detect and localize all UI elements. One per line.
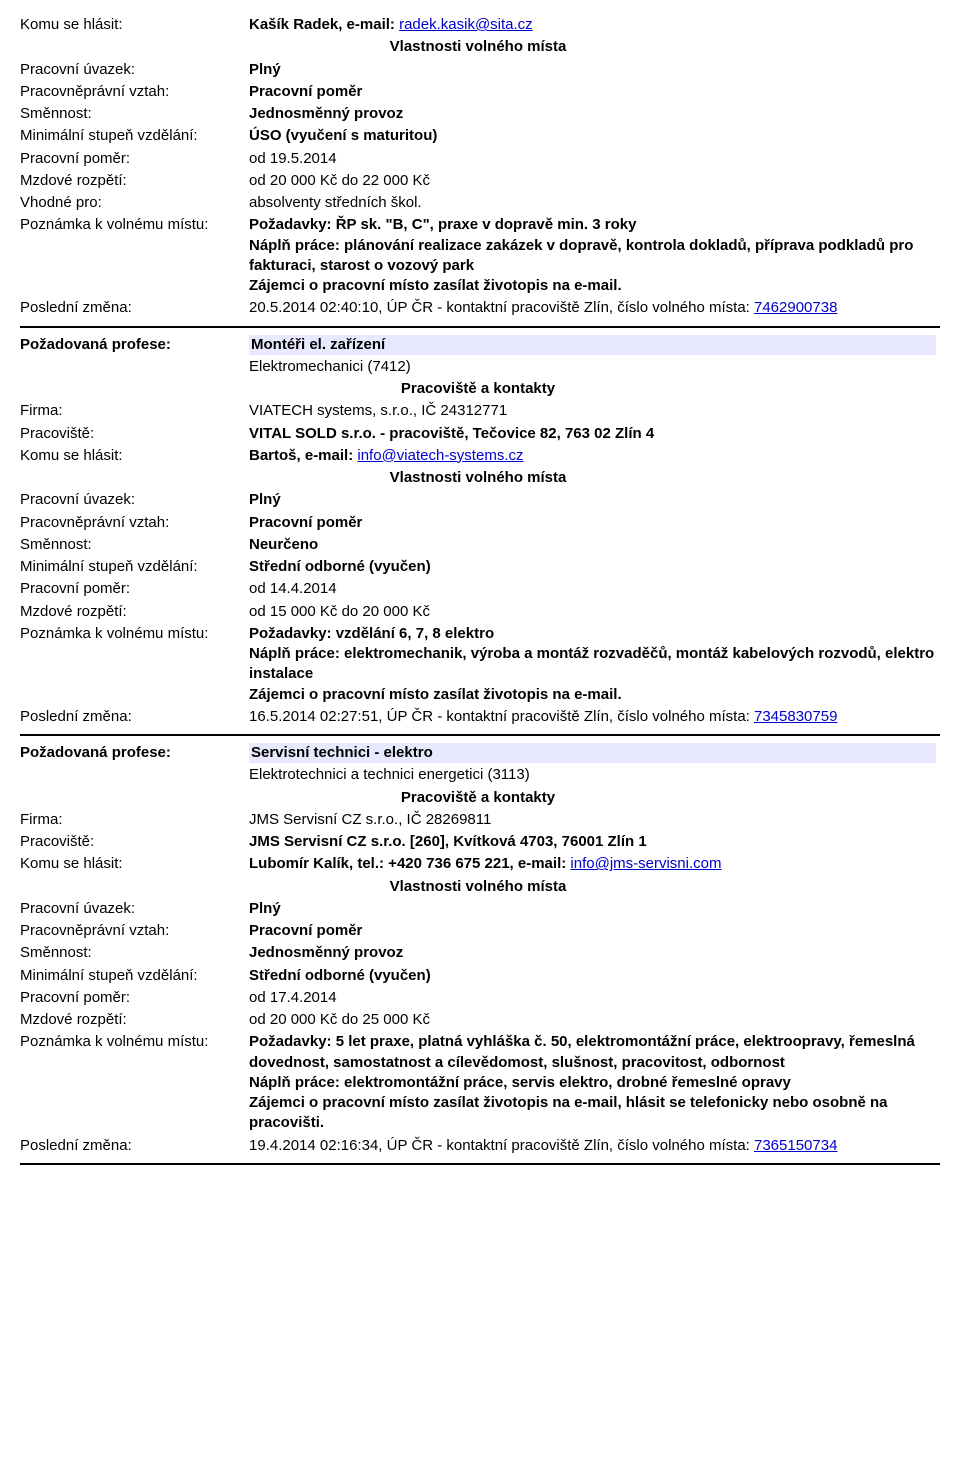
job2-category: Elektromechanici (7412) bbox=[249, 356, 940, 378]
label-lastchange-2: Poslední změna: bbox=[20, 706, 249, 728]
job3-shift: Jednosměnný provoz bbox=[249, 942, 940, 964]
label-relation-2: Pracovněprávní vztah: bbox=[20, 512, 249, 534]
job3-contact-link[interactable]: info@jms-servisni.com bbox=[570, 855, 721, 872]
properties-header-1: Vlastnosti volného místa bbox=[20, 36, 940, 58]
job3-profession: Servisní technici - elektro bbox=[249, 743, 936, 763]
label-firm-2: Firma: bbox=[20, 400, 249, 422]
label-salary-3: Mzdové rozpětí: bbox=[20, 1009, 249, 1031]
job2-profession: Montéři el. zařízení bbox=[249, 335, 936, 355]
job3-relation: Pracovní poměr bbox=[249, 920, 940, 942]
label-lastchange-3: Poslední změna: bbox=[20, 1135, 249, 1157]
job1-block: Komu se hlásit: Kašík Radek, e-mail: rad… bbox=[20, 14, 940, 320]
label-relation-3: Pracovněprávní vztah: bbox=[20, 920, 249, 942]
label-note-2: Poznámka k volnému místu: bbox=[20, 623, 249, 706]
label-employment: Pracovní poměr: bbox=[20, 148, 249, 170]
job3-note: Požadavky: 5 let praxe, platná vyhláška … bbox=[249, 1031, 940, 1134]
label-workplace-2: Pracoviště: bbox=[20, 423, 249, 445]
job3-employment: od 17.4.2014 bbox=[249, 987, 940, 1009]
separator-3 bbox=[20, 1163, 940, 1165]
label-workplace-3: Pracoviště: bbox=[20, 831, 249, 853]
label-suitable: Vhodné pro: bbox=[20, 192, 249, 214]
job2-salary: od 15 000 Kč do 20 000 Kč bbox=[249, 601, 940, 623]
label-schedule-3: Pracovní úvazek: bbox=[20, 898, 249, 920]
job1-note: Požadavky: ŘP sk. "B, C", praxe v doprav… bbox=[249, 214, 940, 297]
job1-employment: od 19.5.2014 bbox=[249, 148, 940, 170]
label-requested-3: Požadovaná profese: bbox=[20, 742, 249, 764]
label-shift: Směnnost: bbox=[20, 103, 249, 125]
label-requested-2: Požadovaná profese: bbox=[20, 334, 249, 356]
job3-lastchange-link[interactable]: 7365150734 bbox=[754, 1137, 837, 1154]
job3-salary: od 20 000 Kč do 25 000 Kč bbox=[249, 1009, 940, 1031]
job1-shift: Jednosměnný provoz bbox=[249, 103, 940, 125]
job3-firm: JMS Servisní CZ s.r.o., IČ 28269811 bbox=[249, 809, 940, 831]
job1-education: ÚSO (vyučení s maturitou) bbox=[249, 125, 940, 147]
job2-note: Požadavky: vzdělání 6, 7, 8 elektro Nápl… bbox=[249, 623, 940, 706]
workplace-header-2: Pracoviště a kontakty bbox=[20, 378, 940, 400]
job2-contact-link[interactable]: info@viatech-systems.cz bbox=[357, 447, 523, 464]
job2-shift: Neurčeno bbox=[249, 534, 940, 556]
job2-block: Požadovaná profese: Montéři el. zařízení… bbox=[20, 334, 940, 729]
label-note: Poznámka k volnému místu: bbox=[20, 214, 249, 297]
label-education: Minimální stupeň vzdělání: bbox=[20, 125, 249, 147]
label-relation: Pracovněprávní vztah: bbox=[20, 81, 249, 103]
job3-lastchange-text: 19.4.2014 02:16:34, ÚP ČR - kontaktní pr… bbox=[249, 1137, 754, 1154]
job1-lastchange-text: 20.5.2014 02:40:10, ÚP ČR - kontaktní pr… bbox=[249, 299, 754, 316]
workplace-header-3: Pracoviště a kontakty bbox=[20, 787, 940, 809]
job2-workplace: VITAL SOLD s.r.o. - pracoviště, Tečovice… bbox=[249, 423, 940, 445]
job2-contact-before: Bartoš, e-mail: bbox=[249, 447, 357, 464]
label-salary-2: Mzdové rozpětí: bbox=[20, 601, 249, 623]
properties-header-3: Vlastnosti volného místa bbox=[20, 876, 940, 898]
label-shift-3: Směnnost: bbox=[20, 942, 249, 964]
job3-schedule: Plný bbox=[249, 898, 940, 920]
properties-header-2: Vlastnosti volného místa bbox=[20, 467, 940, 489]
label-employment-3: Pracovní poměr: bbox=[20, 987, 249, 1009]
job2-lastchange-text: 16.5.2014 02:27:51, ÚP ČR - kontaktní pr… bbox=[249, 708, 754, 725]
label-firm-3: Firma: bbox=[20, 809, 249, 831]
job3-block: Požadovaná profese: Servisní technici - … bbox=[20, 742, 940, 1157]
job3-workplace: JMS Servisní CZ s.r.o. [260], Kvítková 4… bbox=[249, 831, 940, 853]
label-employment-2: Pracovní poměr: bbox=[20, 578, 249, 600]
job2-education: Střední odborné (vyučen) bbox=[249, 556, 940, 578]
job2-lastchange-link[interactable]: 7345830759 bbox=[754, 708, 837, 725]
job3-category: Elektrotechnici a technici energetici (3… bbox=[249, 764, 940, 786]
label-contact-2: Komu se hlásit: bbox=[20, 445, 249, 467]
job3-contact-before: Lubomír Kalík, tel.: +420 736 675 221, e… bbox=[249, 855, 570, 872]
label-education-2: Minimální stupeň vzdělání: bbox=[20, 556, 249, 578]
label-lastchange: Poslední změna: bbox=[20, 297, 249, 319]
job1-contact-link[interactable]: radek.kasik@sita.cz bbox=[399, 16, 533, 33]
label-salary: Mzdové rozpětí: bbox=[20, 170, 249, 192]
job2-employment: od 14.4.2014 bbox=[249, 578, 940, 600]
label-schedule-2: Pracovní úvazek: bbox=[20, 489, 249, 511]
label-contact: Komu se hlásit: bbox=[20, 14, 249, 36]
label-note-3: Poznámka k volnému místu: bbox=[20, 1031, 249, 1134]
label-contact-3: Komu se hlásit: bbox=[20, 853, 249, 875]
job1-schedule: Plný bbox=[249, 59, 940, 81]
job1-salary: od 20 000 Kč do 22 000 Kč bbox=[249, 170, 940, 192]
separator-2 bbox=[20, 734, 940, 736]
separator-1 bbox=[20, 326, 940, 328]
job3-education: Střední odborné (vyučen) bbox=[249, 965, 940, 987]
label-shift-2: Směnnost: bbox=[20, 534, 249, 556]
job2-firm: VIATECH systems, s.r.o., IČ 24312771 bbox=[249, 400, 940, 422]
job2-relation: Pracovní poměr bbox=[249, 512, 940, 534]
job1-suitable: absolventy středních škol. bbox=[249, 192, 940, 214]
job1-lastchange-link[interactable]: 7462900738 bbox=[754, 299, 837, 316]
label-education-3: Minimální stupeň vzdělání: bbox=[20, 965, 249, 987]
label-schedule: Pracovní úvazek: bbox=[20, 59, 249, 81]
job1-contact-before: Kašík Radek, e-mail: bbox=[249, 16, 399, 33]
job2-schedule: Plný bbox=[249, 489, 940, 511]
job1-relation: Pracovní poměr bbox=[249, 81, 940, 103]
